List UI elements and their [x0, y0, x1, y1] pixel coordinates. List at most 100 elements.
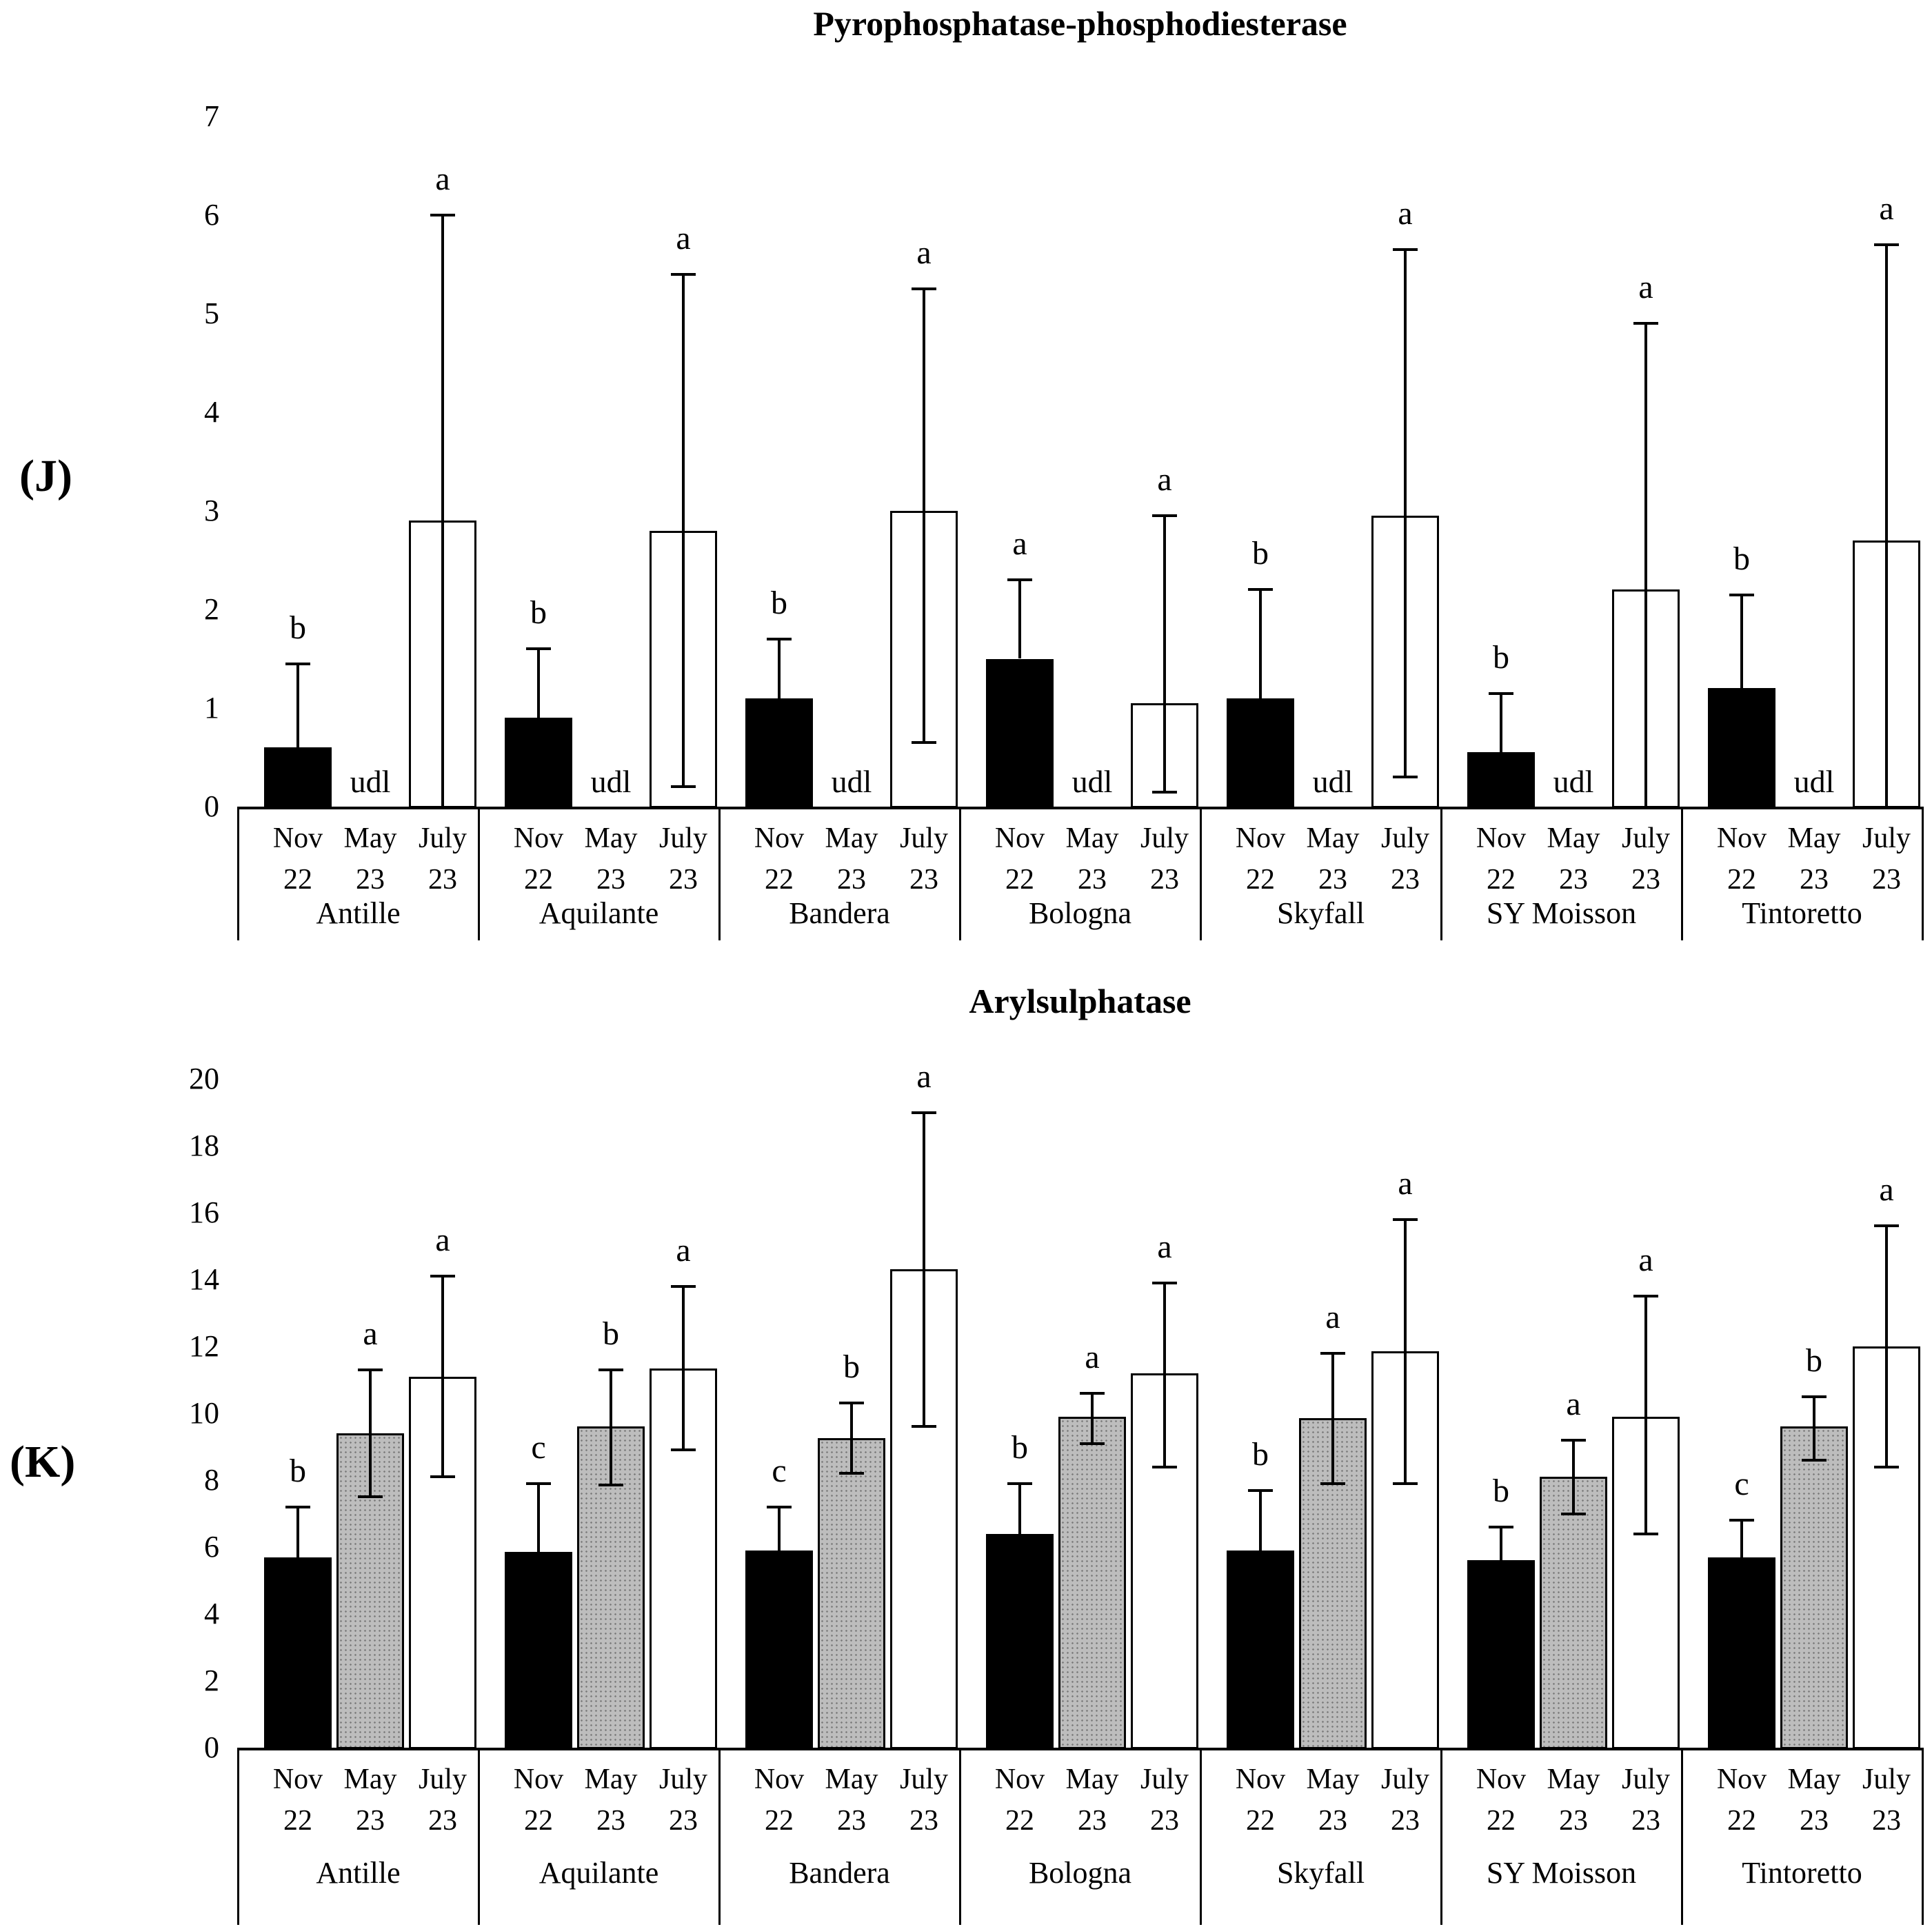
x-slot-label: July 23 — [1380, 1764, 1429, 1837]
error-cap-top — [1007, 1482, 1032, 1485]
group-separator — [1681, 1748, 1683, 1925]
significance-label: c — [772, 1452, 787, 1489]
error-bar — [610, 1369, 612, 1486]
significance-label: b — [530, 594, 547, 632]
x-slot-label: Nov 22 — [1716, 822, 1767, 896]
error-cap-top — [1248, 1488, 1273, 1492]
x-slot-label: May 23 — [825, 822, 878, 896]
group-separator — [1200, 1748, 1202, 1925]
x-slot-label: Nov 22 — [513, 1764, 564, 1837]
error-cap-top — [430, 1275, 455, 1278]
error-bar — [1018, 1483, 1021, 1534]
x-slot-label: Nov 22 — [1716, 1764, 1767, 1837]
x-slot-label: May 23 — [1787, 1764, 1841, 1837]
error-cap-top — [1320, 1351, 1345, 1355]
error-cap-top — [1729, 593, 1754, 596]
error-bar — [537, 649, 540, 718]
x-slot-label: May 23 — [1065, 822, 1119, 896]
bar-sy-moisson-may-23 — [1540, 1477, 1607, 1749]
x-slot-label: July 23 — [899, 822, 948, 896]
error-bar — [778, 1506, 781, 1551]
x-slot-label: Nov 22 — [272, 1764, 323, 1837]
error-bar — [682, 274, 685, 787]
error-cap-top — [1152, 1281, 1177, 1284]
error-bar — [441, 1276, 444, 1477]
y-tick-label: 7 — [204, 99, 219, 133]
significance-label: b — [290, 1452, 306, 1489]
error-cap-top — [1489, 1525, 1513, 1528]
error-cap-top — [912, 287, 936, 291]
error-cap-top — [912, 1111, 936, 1114]
x-slot-label: Nov 22 — [1476, 1764, 1527, 1837]
bar-sy-moisson-nov-22 — [1467, 1560, 1535, 1749]
significance-label: b — [603, 1315, 619, 1352]
error-bar — [1885, 1226, 1888, 1467]
x-slot-label: Nov 22 — [1476, 822, 1527, 896]
y-tick-label: 4 — [204, 1597, 219, 1630]
error-cap-top — [767, 1505, 792, 1508]
group-separator — [1681, 807, 1683, 940]
udl-label: udl — [590, 764, 632, 799]
udl-label: udl — [1793, 764, 1835, 799]
y-tick-label: 0 — [204, 1730, 219, 1764]
x-slot-label: Nov 22 — [994, 822, 1045, 896]
significance-label: a — [1398, 195, 1413, 232]
significance-label: b — [1806, 1342, 1822, 1379]
x-slot-label: Nov 22 — [513, 822, 564, 896]
error-cap-top — [285, 1505, 310, 1508]
bar-tintoretto-may-23 — [1780, 1426, 1848, 1749]
significance-label: a — [1398, 1164, 1413, 1202]
significance-label: a — [1085, 1338, 1100, 1375]
error-bar — [778, 638, 781, 698]
significance-label: a — [435, 161, 450, 197]
udl-label: udl — [1553, 764, 1594, 799]
group-label: Antille — [316, 1856, 401, 1890]
error-bar — [923, 1112, 925, 1427]
error-cap-top — [1561, 1438, 1586, 1442]
group-separator — [1922, 807, 1924, 940]
x-slot-label: Nov 22 — [754, 822, 805, 896]
group-label: Aquilante — [539, 1856, 659, 1890]
error-cap-top — [1393, 1218, 1418, 1221]
y-tick-label: 4 — [204, 395, 219, 429]
bar-tintoretto-nov-22 — [1708, 1557, 1775, 1749]
x-slot-label: July 23 — [1621, 1764, 1670, 1837]
x-slot-label: July 23 — [899, 1764, 948, 1837]
udl-label: udl — [1312, 764, 1354, 799]
error-cap-bottom — [839, 1472, 864, 1475]
group-label: Skyfall — [1276, 1856, 1365, 1890]
error-cap-top — [358, 1368, 383, 1371]
x-slot-label: Nov 22 — [754, 1764, 805, 1837]
significance-label: a — [916, 234, 932, 272]
error-bar — [1500, 693, 1502, 753]
bar-bologna-nov-22 — [986, 658, 1054, 808]
group-separator — [959, 1748, 961, 1925]
error-bar — [1740, 594, 1743, 689]
bar-bandera-may-23 — [818, 1438, 885, 1749]
x-slot-label: July 23 — [1140, 1764, 1189, 1837]
significance-label: a — [676, 1231, 691, 1269]
error-bar — [923, 289, 925, 743]
y-tick-label: 5 — [204, 296, 219, 330]
group-separator — [237, 1748, 239, 1925]
error-cap-top — [1393, 248, 1418, 252]
error-bar — [1259, 1490, 1262, 1551]
significance-label: b — [1252, 1435, 1269, 1473]
x-slot-label: May 23 — [1547, 1764, 1600, 1837]
bar-bologna-nov-22 — [986, 1533, 1054, 1749]
significance-label: a — [1157, 1228, 1172, 1265]
error-cap-top — [526, 647, 551, 651]
group-label: Bandera — [789, 1856, 890, 1890]
error-cap-bottom — [671, 1448, 696, 1452]
error-bar — [1644, 323, 1647, 807]
panel-j-title: Pyrophosphatase-phosphodiesterase — [813, 4, 1347, 43]
panel-k-title: Arylsulphatase — [969, 982, 1191, 1020]
x-slot-label: May 23 — [1306, 1764, 1360, 1837]
x-slot-label: May 23 — [1065, 1764, 1119, 1837]
significance-label: a — [1638, 1242, 1653, 1279]
error-bar — [296, 663, 299, 748]
error-cap-top — [1633, 322, 1658, 325]
error-cap-top — [671, 1284, 696, 1288]
error-cap-top — [598, 1368, 623, 1371]
significance-label: a — [1879, 1171, 1894, 1209]
